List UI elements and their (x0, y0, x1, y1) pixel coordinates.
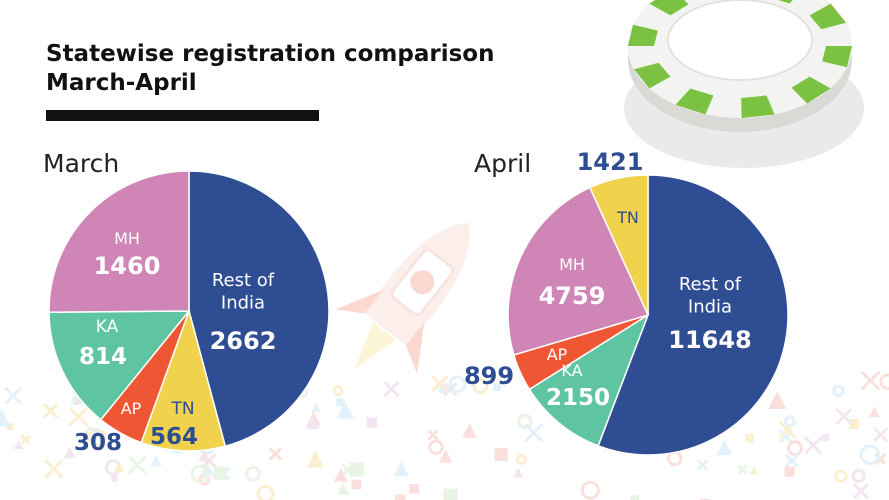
title-line-2: March-April (46, 70, 197, 96)
poker-chip-icon (624, 0, 864, 168)
rocket-icon (335, 223, 470, 374)
slice-value-rest-of-india: 11648 (668, 326, 752, 354)
slice-label-rest-of-india: Rest of India (679, 274, 742, 318)
slice-label-mh: MH (559, 255, 585, 274)
pie-slice-tn (140, 308, 227, 452)
slice-value-ap: 899 (464, 362, 514, 390)
slice-value-tn: 1421 (577, 148, 644, 176)
chart-title: Statewise registration comparison March-… (46, 40, 494, 98)
pie-slice-rest-of-india (188, 170, 330, 448)
slice-value-mh: 1460 (94, 252, 161, 280)
title-line-1: Statewise registration comparison (46, 41, 495, 67)
slice-value-ka: 814 (79, 344, 127, 370)
slice-label-ka: KA (561, 361, 582, 380)
pie-chart-march: March Rest of India 2662 TN 564 AP 308 KA 814 MH 14… (43, 149, 330, 456)
slice-value-mh: 4759 (539, 282, 606, 310)
slice-label-mh: MH (114, 229, 140, 248)
pie-slice-ka (48, 310, 191, 421)
pie-slice-rest-of-india (597, 174, 789, 456)
pie-slice-tn (588, 174, 649, 316)
slice-label-ka: KA (96, 317, 119, 337)
pie-slice-mh (48, 170, 190, 313)
slice-label-tn: TN (170, 399, 194, 419)
title-underline-bar (46, 110, 319, 121)
slice-label-ap: AP (121, 399, 142, 418)
pie-title: March (43, 149, 119, 178)
slice-value-tn: 564 (150, 424, 198, 450)
pie-chart-april: April Rest of India 11648 KA 2150 AP 899 MH 4759 T… (464, 148, 789, 456)
slice-value-rest-of-india: 2662 (210, 327, 277, 355)
pie-slice-ka (528, 313, 650, 447)
slice-label-ap: AP (547, 345, 568, 364)
pie-slice-mh (507, 186, 650, 356)
slice-label-rest-of-india: Rest of India (212, 270, 275, 314)
slice-value-ka: 2150 (546, 385, 610, 411)
slice-label-tn: TN (616, 208, 639, 227)
pie-title: April (474, 149, 531, 178)
slice-value-ap: 308 (74, 430, 122, 456)
